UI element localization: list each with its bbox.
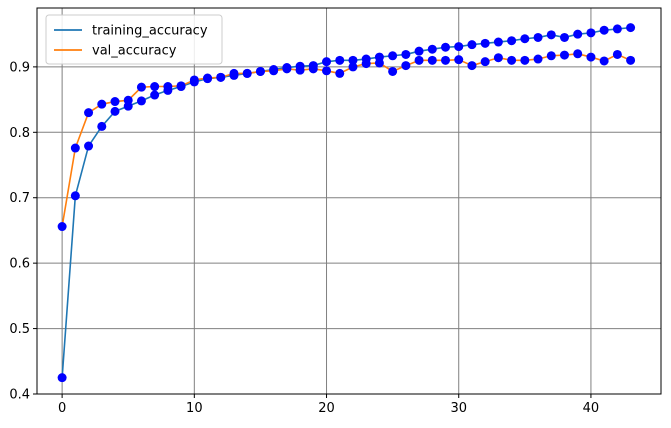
data-point-val-accuracy	[388, 66, 398, 76]
data-point-training-accuracy	[348, 55, 358, 65]
data-point-val-accuracy	[586, 52, 596, 62]
data-point-val-accuracy	[84, 108, 94, 118]
data-point-val-accuracy	[123, 95, 133, 105]
y-tick-label: 0.5	[9, 322, 30, 337]
data-point-val-accuracy	[507, 55, 517, 65]
data-point-val-accuracy	[493, 53, 503, 63]
axis-ticks: 0 10 20 30 40 0.4 0.5 0.6 0.7 0.8 0.9	[9, 60, 599, 416]
data-point-val-accuracy	[322, 66, 332, 76]
y-tick-label: 0.9	[9, 60, 30, 75]
data-point-val-accuracy	[176, 81, 186, 91]
series-lines	[61, 26, 631, 378]
data-point-val-accuracy	[308, 64, 318, 74]
data-point-val-accuracy	[242, 68, 252, 78]
data-point-training-accuracy	[586, 28, 596, 38]
data-point-val-accuracy	[269, 66, 279, 76]
y-tick-label: 0.4	[9, 388, 30, 403]
data-point-val-accuracy	[203, 73, 213, 83]
data-point-val-accuracy	[229, 68, 239, 78]
x-tick-label: 30	[450, 401, 467, 416]
data-point-training-accuracy	[612, 24, 622, 34]
data-point-val-accuracy	[427, 55, 437, 65]
data-point-val-accuracy	[626, 55, 636, 65]
data-point-training-accuracy	[573, 29, 583, 39]
legend-label: val_accuracy	[92, 44, 177, 59]
data-point-val-accuracy	[533, 54, 543, 64]
data-point-training-accuracy	[467, 40, 477, 50]
data-point-training-accuracy	[388, 51, 398, 61]
legend-label: training_accuracy	[92, 24, 208, 39]
data-point-val-accuracy	[414, 55, 424, 65]
data-point-val-accuracy	[136, 82, 146, 92]
data-point-val-accuracy	[255, 66, 265, 76]
data-point-training-accuracy	[70, 191, 80, 201]
x-tick-label: 0	[58, 401, 66, 416]
data-point-training-accuracy	[626, 23, 636, 33]
data-point-val-accuracy	[361, 59, 371, 69]
data-point-training-accuracy	[57, 373, 67, 383]
data-point-training-accuracy	[441, 42, 451, 52]
data-point-training-accuracy	[84, 141, 94, 151]
series-line-training-accuracy	[61, 26, 631, 378]
data-point-training-accuracy	[480, 38, 490, 48]
data-point-training-accuracy	[136, 96, 146, 106]
data-point-val-accuracy	[150, 82, 160, 92]
data-point-val-accuracy	[520, 55, 530, 65]
data-point-training-accuracy	[546, 30, 556, 40]
data-point-val-accuracy	[467, 61, 477, 71]
data-point-val-accuracy	[163, 82, 173, 92]
data-point-training-accuracy	[507, 36, 517, 46]
data-point-training-accuracy	[322, 57, 332, 67]
data-point-val-accuracy	[480, 57, 490, 67]
data-point-training-accuracy	[335, 55, 345, 65]
data-point-training-accuracy	[427, 44, 437, 54]
legend: training_accuracy val_accuracy	[45, 14, 223, 65]
data-point-training-accuracy	[414, 46, 424, 56]
data-markers	[57, 23, 636, 383]
data-point-training-accuracy	[533, 32, 543, 42]
data-point-val-accuracy	[441, 55, 451, 65]
data-point-val-accuracy	[110, 97, 120, 107]
data-point-val-accuracy	[401, 61, 411, 71]
data-point-val-accuracy	[282, 64, 292, 74]
data-point-training-accuracy	[401, 49, 411, 59]
plot-frame	[36, 7, 662, 395]
data-point-training-accuracy	[110, 106, 120, 116]
data-point-training-accuracy	[493, 37, 503, 47]
data-point-training-accuracy	[520, 34, 530, 44]
data-point-val-accuracy	[599, 56, 609, 66]
legend-box	[45, 14, 223, 65]
data-point-val-accuracy	[348, 62, 358, 72]
x-tick-label: 10	[186, 401, 203, 416]
data-point-val-accuracy	[454, 55, 464, 65]
data-point-val-accuracy	[70, 143, 80, 153]
data-point-training-accuracy	[454, 42, 464, 52]
data-point-val-accuracy	[612, 49, 622, 59]
data-point-val-accuracy	[374, 58, 384, 68]
y-tick-label: 0.7	[9, 191, 30, 206]
series-line-val-accuracy	[61, 52, 631, 227]
data-point-training-accuracy	[97, 121, 107, 131]
data-point-val-accuracy	[57, 222, 67, 232]
data-point-training-accuracy	[599, 25, 609, 35]
y-tick-label: 0.8	[9, 126, 30, 141]
data-point-val-accuracy	[559, 50, 569, 60]
x-tick-label: 40	[583, 401, 600, 416]
data-point-val-accuracy	[216, 72, 226, 82]
data-point-val-accuracy	[546, 51, 556, 61]
data-point-val-accuracy	[189, 75, 199, 85]
data-point-training-accuracy	[150, 90, 160, 100]
y-tick-label: 0.6	[9, 257, 30, 272]
data-point-val-accuracy	[335, 68, 345, 78]
data-point-val-accuracy	[295, 65, 305, 75]
data-point-training-accuracy	[559, 32, 569, 42]
data-point-val-accuracy	[97, 99, 107, 109]
x-tick-label: 20	[318, 401, 335, 416]
data-point-val-accuracy	[573, 49, 583, 59]
